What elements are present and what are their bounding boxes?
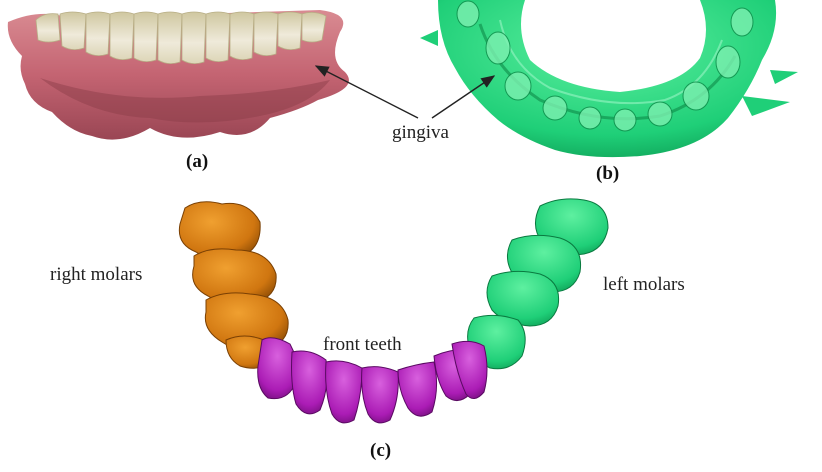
gum-shadow	[40, 78, 330, 123]
molar	[486, 270, 560, 327]
scan-tooth-bump	[682, 81, 710, 111]
panel-b-scan	[420, 0, 798, 158]
front-tooth	[291, 350, 328, 415]
scan-tooth-bump	[730, 7, 754, 37]
front-tooth	[361, 366, 399, 424]
scan-flap	[742, 96, 790, 116]
tooth	[157, 11, 183, 64]
tooth	[35, 13, 61, 43]
tooth	[85, 11, 111, 56]
panel-a-caption: (a)	[186, 151, 209, 172]
front-tooth	[397, 361, 438, 417]
scan-tooth-bump	[504, 71, 532, 101]
tooth	[59, 11, 87, 50]
front-teeth-label: front teeth	[323, 334, 402, 355]
panel-c-segmentation	[178, 198, 609, 424]
right-molars-label: right molars	[50, 264, 143, 285]
left-molars-label: left molars	[603, 274, 685, 295]
front-tooth	[451, 340, 488, 399]
tooth	[109, 11, 135, 60]
molar	[204, 292, 289, 351]
arrow-to-photo-gingiva	[314, 65, 419, 119]
scan-flap	[770, 70, 798, 84]
scan-tooth-bump	[456, 0, 480, 28]
gingiva-arrows	[314, 65, 496, 119]
right-molars	[178, 201, 289, 369]
tooth	[133, 11, 159, 62]
front-teeth	[257, 337, 488, 424]
tooth	[301, 12, 327, 43]
tooth	[253, 11, 279, 56]
tooth	[277, 11, 303, 50]
tooth	[181, 11, 207, 64]
scan-tooth-bump	[542, 95, 568, 121]
scan-arch	[438, 0, 777, 158]
scan-tooth-bump	[578, 106, 602, 130]
tooth-row	[35, 11, 327, 64]
scan-flap	[420, 30, 438, 46]
scan-tooth-bump	[613, 108, 637, 132]
scan-inner-ridge	[499, 19, 723, 105]
left-molars	[467, 198, 609, 370]
molar	[192, 248, 277, 305]
scan-teeth	[456, 0, 754, 132]
front-tooth	[325, 360, 363, 424]
panel-c-caption: (c)	[370, 440, 392, 461]
scan-tooth-bump	[647, 101, 673, 127]
panel-b-caption: (b)	[596, 163, 620, 184]
panel-a-photo	[7, 10, 349, 140]
arrow-to-scan-gingiva	[431, 75, 496, 119]
molar	[178, 201, 261, 260]
scan-tooth-bump	[715, 45, 741, 79]
tooth	[229, 11, 255, 60]
gingiva-label: gingiva	[392, 122, 449, 143]
tooth	[205, 11, 231, 62]
scan-tooth-bump	[485, 31, 511, 65]
